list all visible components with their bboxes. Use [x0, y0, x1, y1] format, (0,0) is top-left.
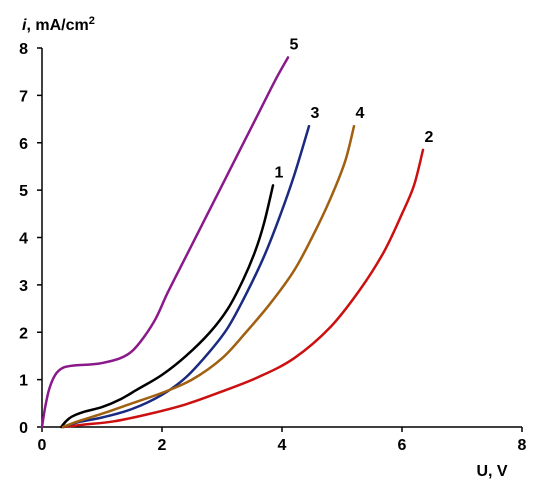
series-line-2: [61, 148, 425, 429]
y-tick-label-4: 4: [19, 231, 28, 248]
y-axis-label-exp: 2: [89, 15, 95, 27]
series-label-4: 4: [356, 105, 365, 122]
x-tick-label-0: 0: [38, 437, 47, 454]
y-tick-label-0: 0: [19, 420, 28, 437]
series-label-3: 3: [311, 105, 320, 122]
series-line-1: [59, 184, 275, 429]
y-axis-label: i, mA/cm2: [22, 15, 95, 34]
y-tick-label-8: 8: [19, 41, 28, 58]
y-tick-label-2: 2: [19, 325, 28, 342]
y-tick-label-7: 7: [19, 88, 28, 105]
y-axis-label-var: i: [22, 17, 27, 34]
series-line-4: [61, 124, 356, 429]
x-axis-label: U, V: [476, 463, 507, 480]
x-tick-label-6: 6: [398, 437, 407, 454]
series-label-1: 1: [275, 164, 284, 181]
series-label-5: 5: [290, 36, 299, 53]
y-tick-label-1: 1: [19, 373, 28, 390]
y-tick-label-5: 5: [19, 183, 28, 200]
series-label-2: 2: [425, 129, 434, 146]
y-tick-label-3: 3: [19, 278, 28, 295]
x-tick-label-2: 2: [158, 437, 167, 454]
y-tick-label-6: 6: [19, 136, 28, 153]
x-tick-label-4: 4: [278, 437, 287, 454]
series-line-3: [61, 124, 311, 429]
x-tick-label-8: 8: [518, 437, 527, 454]
y-axis-label-unit: , mA/cm: [26, 17, 88, 34]
series-line-5: [40, 56, 290, 429]
